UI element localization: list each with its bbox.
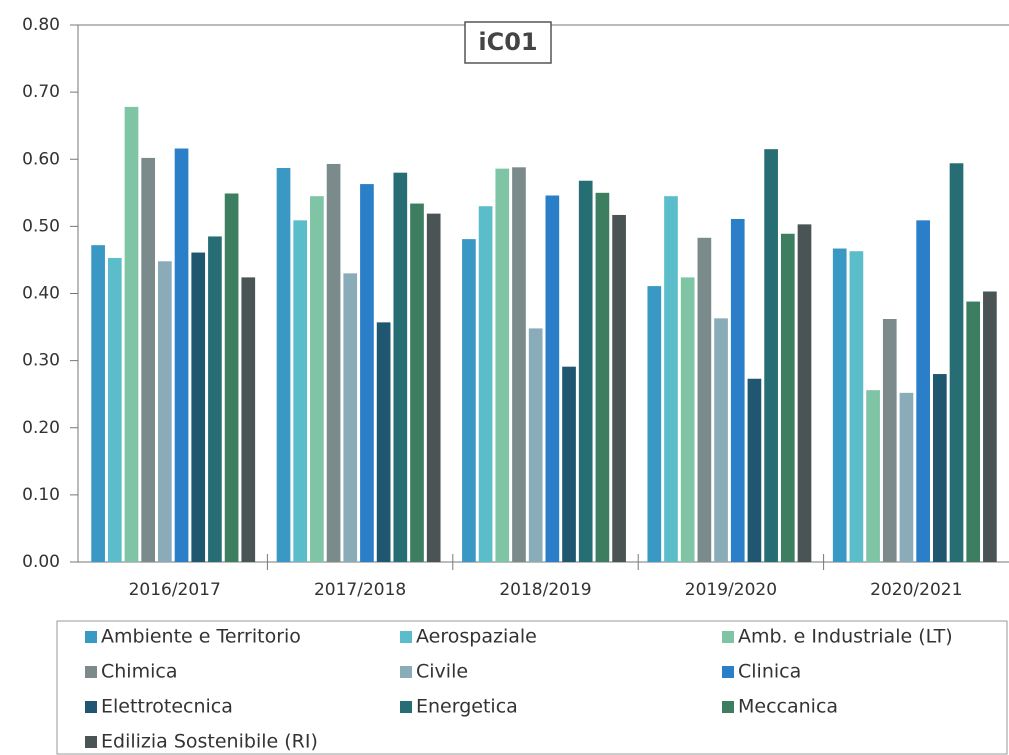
bar <box>797 224 812 562</box>
bar <box>462 239 476 562</box>
legend-label: Meccanica <box>738 696 838 718</box>
y-tick-label: 0.80 <box>22 15 60 35</box>
bar <box>293 220 308 563</box>
bar <box>680 277 695 562</box>
bar <box>158 261 172 562</box>
x-tick-label: 2020/2021 <box>870 580 962 600</box>
bar <box>124 106 139 562</box>
legend-swatch <box>85 631 97 643</box>
bar <box>512 167 526 562</box>
bar <box>174 148 189 562</box>
y-tick-label: 0.30 <box>22 351 60 371</box>
bar <box>343 273 358 562</box>
bar <box>730 218 745 562</box>
legend-label: Energetica <box>416 696 518 718</box>
bar <box>528 328 543 562</box>
bar <box>241 277 256 562</box>
legend-label: Chimica <box>101 661 177 683</box>
bar <box>595 192 610 562</box>
bar <box>478 206 493 563</box>
legend-swatch <box>85 701 97 713</box>
legend-label: Clinica <box>738 661 801 683</box>
y-tick-label: 0.50 <box>22 216 60 236</box>
y-tick-label: 0.10 <box>22 485 60 505</box>
bar <box>899 392 914 562</box>
bar <box>107 257 122 562</box>
chart-title: iC01 <box>478 28 537 56</box>
y-tick-label: 0.00 <box>22 552 60 572</box>
bar <box>764 149 778 562</box>
x-tick-label: 2016/2017 <box>129 580 221 600</box>
legend-swatch <box>722 701 734 713</box>
bar <box>949 163 964 562</box>
legend-label: Edilizia Sostenibile (RI) <box>101 731 318 753</box>
legend-label: Aerospaziale <box>416 626 537 648</box>
bar <box>849 251 864 562</box>
legend-label: Amb. e Industriale (LT) <box>738 626 953 648</box>
bar <box>882 319 897 562</box>
bar <box>612 214 626 562</box>
y-tick-label: 0.60 <box>22 149 60 169</box>
bar <box>966 301 981 562</box>
bar <box>141 157 156 562</box>
bar <box>495 168 510 562</box>
legend-swatch <box>722 631 734 643</box>
bar <box>578 180 593 563</box>
bar <box>983 291 997 562</box>
bar <box>747 378 762 562</box>
bar <box>647 286 662 562</box>
bar <box>310 196 324 562</box>
bar <box>916 220 930 563</box>
x-tick-label: 2017/2018 <box>314 580 406 600</box>
y-tick-label: 0.20 <box>22 418 60 438</box>
bar <box>208 236 222 562</box>
y-tick-label: 0.70 <box>22 82 60 102</box>
bar <box>224 193 239 562</box>
legend-label: Ambiente e Territorio <box>101 626 301 648</box>
bar <box>360 184 374 562</box>
bar <box>832 248 847 562</box>
bar <box>376 322 391 562</box>
bar <box>426 213 441 562</box>
legend-box <box>56 620 1008 755</box>
bar <box>410 203 424 563</box>
bar <box>191 252 206 562</box>
legend-label: Civile <box>416 661 468 683</box>
legend-swatch <box>400 701 412 713</box>
bar <box>326 163 341 563</box>
legend-swatch <box>400 666 412 678</box>
bar <box>697 237 712 562</box>
bar <box>932 374 947 562</box>
x-tick-label: 2019/2020 <box>685 580 777 600</box>
bar <box>393 172 408 563</box>
bar <box>276 167 291 562</box>
bar <box>866 390 880 562</box>
title-box <box>464 21 552 64</box>
bar <box>664 196 678 562</box>
legend-swatch <box>85 736 97 748</box>
bar <box>562 366 576 562</box>
bar <box>91 245 105 563</box>
bar <box>780 233 795 563</box>
x-tick-label: 2018/2019 <box>499 580 591 600</box>
legend-swatch <box>400 631 412 643</box>
legend-swatch <box>85 666 97 678</box>
y-tick-label: 0.40 <box>22 284 60 304</box>
bar <box>714 318 728 562</box>
legend-swatch <box>722 666 734 678</box>
legend-label: Elettrotecnica <box>101 696 233 718</box>
bar <box>545 195 560 562</box>
